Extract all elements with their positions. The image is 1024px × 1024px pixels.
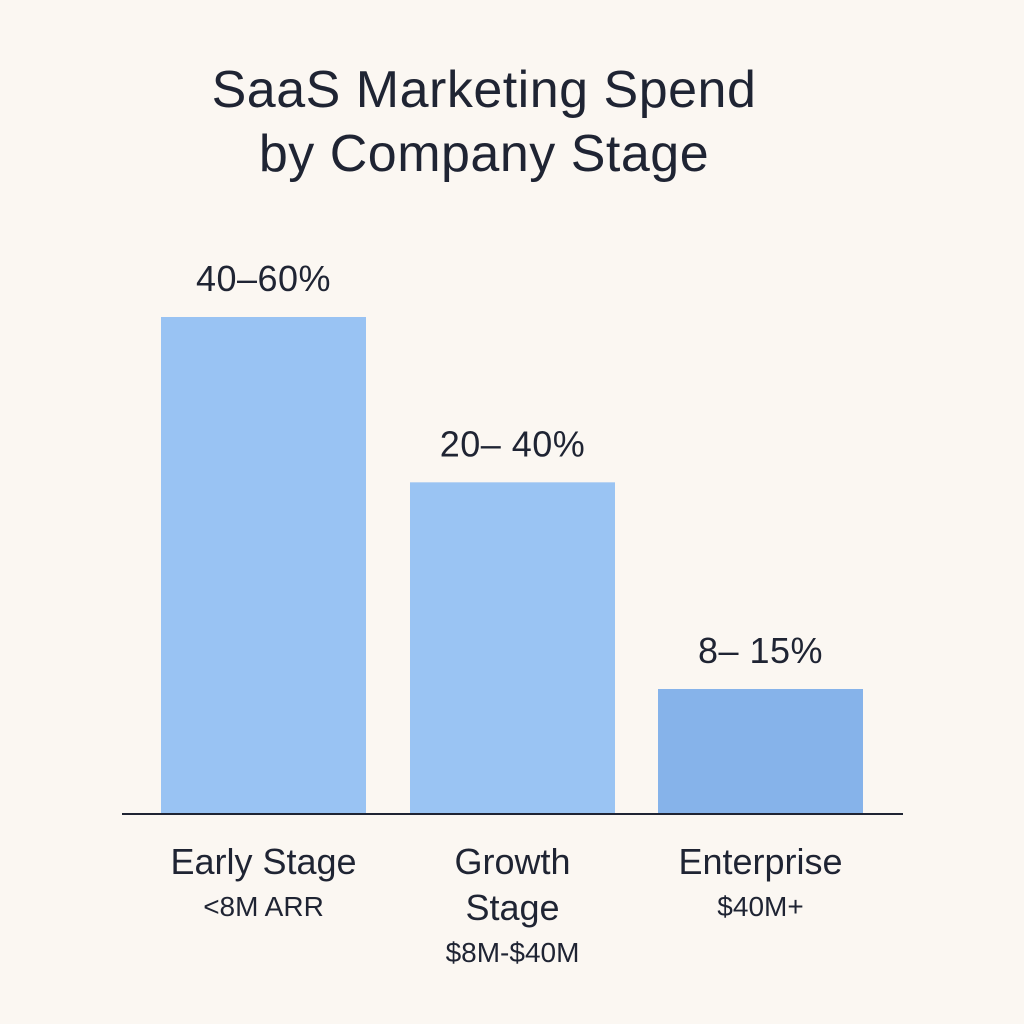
category-label-2-line-2: Stage: [465, 887, 559, 928]
bar-2: [410, 482, 615, 813]
bar-1: [161, 317, 366, 813]
chart-title-line-2: by Company Stage: [258, 125, 710, 183]
chart-title: SaaS Marketing Spend by Company Stage: [0, 58, 968, 186]
category-sublabel-1: <8M ARR: [203, 891, 324, 922]
category-label-2-line-1: Growth: [454, 841, 570, 882]
category-sublabel-2: $8M-$40M: [446, 937, 580, 968]
data-label-3: 8– 15%: [698, 630, 823, 671]
category-sublabel-3: $40M+: [717, 891, 803, 922]
chart-title-line-1: SaaS Marketing Spend: [211, 61, 757, 119]
data-label-2: 20– 40%: [440, 423, 586, 464]
category-label-1-line-1: Early Stage: [170, 841, 356, 882]
bar-3: [658, 689, 863, 813]
category-label-3-line-1: Enterprise: [678, 841, 842, 882]
data-label-1: 40–60%: [196, 258, 331, 299]
